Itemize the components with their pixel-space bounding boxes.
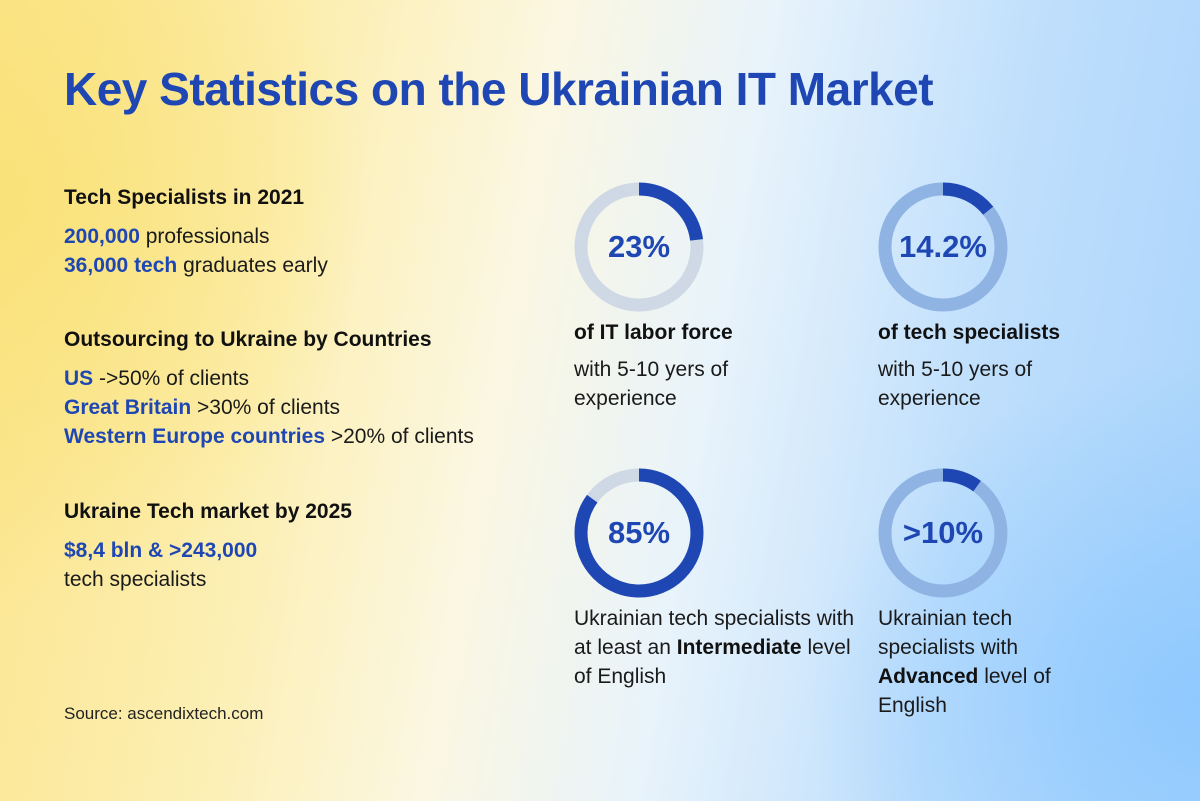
caption-text: Ukrainian tech specialists with at least… [574,607,855,659]
donut-chart [574,468,704,598]
page-title: Key Statistics on the Ukrainian IT Marke… [64,63,934,115]
section-tech-specialists: Tech Specialists in 2021 200,000 profess… [64,186,328,280]
donut-chart [878,182,1008,312]
donut-intermediate-english: 85% [572,466,706,600]
stat-line: Great Britain >30% of clients [64,393,474,422]
highlight-text: Western Europe countries [64,425,326,448]
section-heading: Ukraine Tech market by 2025 [64,500,352,523]
highlight-text: $8,4 bln & >243,000 [64,539,258,562]
stat-line: 200,000 professionals [64,222,328,251]
donut-progress [574,468,704,598]
highlight-text: Great Britain [64,396,192,419]
source-note: Source: ascendixtech.com [64,704,264,723]
caption-text: level of English [878,665,1051,717]
donut-tech-specialists: 14.2% [876,180,1010,314]
donut-advanced-english: >10% [876,466,1010,600]
donut-it-labor-force: 23% [572,180,706,314]
section-outsourcing: Outsourcing to Ukraine by Countries US -… [64,328,474,451]
section-heading: Tech Specialists in 2021 [64,186,305,209]
stat-line: 36,000 tech graduates early [64,251,328,280]
stat-line: $8,4 bln & >243,000 [64,536,352,565]
highlight-text: 200,000 [64,225,140,248]
donut-progress [878,468,1008,598]
body-text: >20% of clients [325,425,474,448]
caption-title: of IT labor force [574,321,733,344]
body-text: professionals [139,225,270,248]
caption-it-labor-force: of IT labor force with 5-10 yers of expe… [574,318,814,413]
caption-advanced-english: Ukrainian tech specialists with Advanced… [878,604,1083,720]
donut-chart [878,468,1008,598]
highlight-text: 36,000 tech [64,254,178,277]
percent-label: 85% [607,515,671,550]
body-text: >30% of clients [191,396,341,419]
percent-label: 23% [607,229,671,264]
section-heading: Outsourcing to Ukraine by Countries [64,328,432,351]
caption-bold: Intermediate [676,636,802,659]
stat-line: US ->50% of clients [64,364,474,393]
percent-label: >10% [902,515,984,550]
caption-text: with 5-10 yers of experience [574,358,729,410]
body-text: ->50% of clients [93,367,250,390]
section-market-2025: Ukraine Tech market by 2025 $8,4 bln & >… [64,500,352,594]
stat-line: tech specialists [64,568,207,591]
caption-intermediate-english: Ukrainian tech specialists with at least… [574,604,859,691]
caption-text: level of English [574,636,851,688]
caption-tech-specialists: of tech specialists with 5-10 yers of ex… [878,318,1118,413]
donut-chart [574,182,704,312]
caption-title: of tech specialists [878,321,1061,344]
caption-text: with 5-10 yers of experience [878,358,1033,410]
donut-progress [574,182,704,312]
donut-progress [878,182,1008,312]
stat-line: Western Europe countries >20% of clients [64,422,474,451]
highlight-text: US [64,367,94,390]
caption-bold: Advanced [878,665,979,688]
caption-text: Ukrainian tech specialists with [878,607,1019,659]
body-text: graduates early [177,254,328,277]
percent-label: 14.2% [899,229,987,264]
